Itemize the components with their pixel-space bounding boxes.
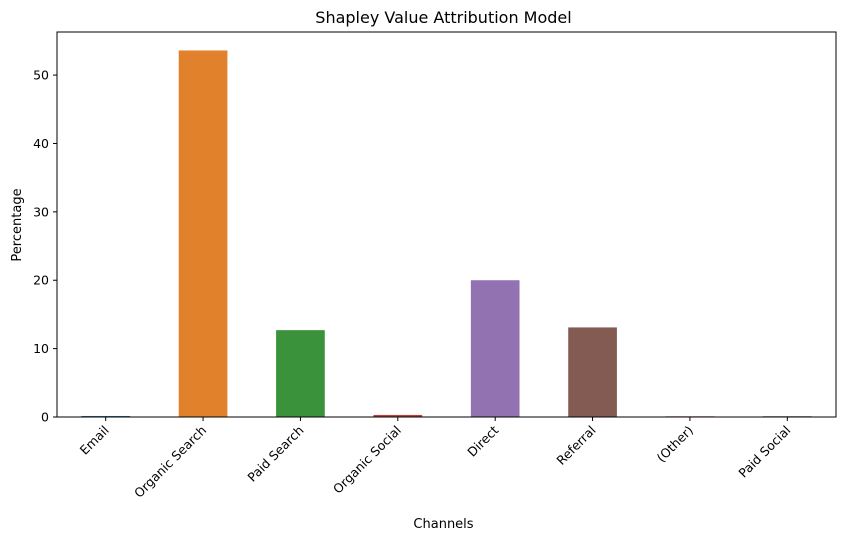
x-tick-label: Organic Social [330, 423, 404, 497]
y-axis-label: Percentage [10, 188, 25, 261]
x-tick-label: Organic Search [131, 423, 209, 501]
x-tick-label: Referral [553, 423, 598, 468]
bar-referral [568, 327, 617, 417]
chart-title: Shapley Value Attribution Model [315, 8, 571, 27]
bar-paid-search [276, 330, 325, 417]
plot-frame [56, 31, 837, 418]
bar-organic-social [373, 414, 423, 417]
bar-organic-search [178, 50, 228, 417]
x-axis-label: Channels [413, 517, 473, 532]
x-tick-label: Paid Search [244, 423, 306, 485]
x-axis-ticks: Email Organic Search Paid Search Organic So… [77, 417, 793, 501]
y-tick-label: 10 [33, 341, 49, 356]
y-tick-label: 20 [33, 273, 49, 288]
bar-direct [470, 280, 520, 417]
x-tick-label: Paid Social [735, 423, 793, 481]
x-tick-label: Direct [464, 422, 501, 459]
y-axis-ticks: 0 10 20 30 40 50 [33, 68, 57, 425]
bars-group [81, 50, 812, 417]
x-tick-label: Email [77, 423, 112, 458]
y-tick-label: 50 [33, 68, 49, 83]
y-tick-label: 30 [33, 204, 49, 219]
y-tick-label: 0 [41, 410, 49, 425]
x-tick-label: (Other) [653, 423, 696, 466]
bar-email [81, 415, 131, 417]
y-tick-label: 40 [33, 136, 49, 151]
